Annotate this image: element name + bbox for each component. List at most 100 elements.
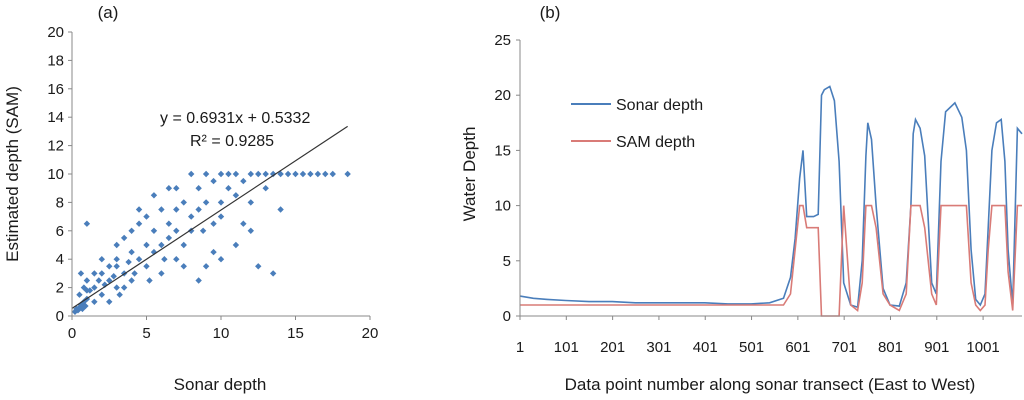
scatter-point	[106, 298, 113, 305]
scatter-point	[195, 206, 202, 213]
scatter-point	[202, 170, 210, 178]
scatter-point	[202, 199, 210, 206]
scatter-point	[82, 302, 89, 310]
scatter-point	[292, 170, 299, 178]
scatter-point	[232, 241, 240, 249]
scatter-point	[158, 206, 165, 213]
y-tick-label: 4	[56, 251, 64, 268]
y-tick-label: 6	[56, 223, 64, 240]
y-tick-label: 15	[494, 142, 511, 159]
scatter-point	[284, 170, 292, 178]
panel-b-label: (b)	[540, 3, 561, 22]
scatter-point	[120, 284, 128, 291]
scatter-point	[173, 227, 180, 234]
series-line-sam-depth	[520, 204, 1022, 317]
scatter-point	[173, 185, 180, 192]
scatter-point	[329, 170, 336, 178]
scatter-point	[158, 241, 165, 249]
scatter-point	[143, 263, 150, 270]
scatter-point	[322, 170, 329, 178]
scatter-point	[307, 170, 314, 178]
scatter-point	[180, 263, 187, 270]
scatter-point	[232, 170, 240, 178]
scatter-point	[77, 270, 85, 277]
scatter-point	[98, 270, 105, 277]
legend-label-sam-depth: SAM depth	[616, 134, 695, 151]
scatter-point	[98, 291, 105, 298]
scatter-point	[247, 227, 254, 234]
scatter-point	[135, 206, 143, 213]
scatter-point	[225, 185, 232, 192]
y-tick-label: 12	[47, 138, 64, 155]
x-tick-label: 5	[142, 325, 150, 342]
scatter-point	[150, 192, 158, 199]
scatter-point	[269, 170, 277, 178]
scatter-point	[150, 227, 158, 234]
scatter-point	[146, 277, 153, 284]
scatter-point	[113, 256, 120, 263]
scatter-point	[210, 177, 217, 185]
y-tick-label: 5	[503, 253, 511, 270]
panel-b-x-axis-title: Data point number along sonar transect (…	[565, 375, 976, 394]
scatter-point	[135, 256, 143, 263]
x-tick-label: 201	[600, 339, 625, 356]
scatter-point	[299, 170, 307, 178]
panel-b-legend: Sonar depth SAM depth	[571, 97, 703, 151]
scatter-point	[262, 170, 269, 178]
series-line-sonar-depth	[519, 85, 1023, 309]
scatter-point	[277, 206, 284, 213]
panel-b-y-ticks: 0 5 10 15 20 25	[494, 32, 520, 325]
panel-a-trendline	[71, 125, 348, 309]
scatter-point	[217, 256, 225, 263]
x-tick-label: 601	[785, 339, 810, 356]
scatter-point	[125, 258, 132, 266]
scatter-point	[195, 185, 202, 192]
x-tick-label: 801	[878, 339, 903, 356]
scatter-point	[247, 199, 254, 206]
scatter-point	[269, 270, 277, 277]
scatter-point	[95, 277, 103, 284]
panel-b-y-axis-title: Water Depth	[460, 127, 479, 222]
x-tick-label: 901	[924, 339, 949, 356]
scatter-point	[188, 170, 195, 178]
scatter-point	[83, 220, 91, 227]
scatter-point	[217, 213, 225, 220]
scatter-point	[83, 287, 91, 294]
x-tick-label: 1001	[966, 339, 999, 356]
scatter-point	[210, 220, 217, 227]
x-tick-label: 701	[832, 339, 857, 356]
scatter-point	[165, 185, 173, 192]
x-tick-label: 10	[213, 325, 230, 342]
panel-b: (b) 1 101 201 301 401 501 601 701 801 901 1001 0 5 1…	[460, 3, 1023, 394]
scatter-point	[344, 170, 351, 178]
scatter-point	[113, 241, 120, 249]
scatter-point	[128, 277, 135, 284]
x-tick-label: 501	[739, 339, 764, 356]
scatter-point	[217, 199, 225, 206]
panel-b-x-ticks: 1 101 201 301 401 501 601 701 801 901 1001	[516, 316, 1000, 356]
scatter-point	[210, 248, 217, 256]
scatter-point	[91, 284, 98, 291]
scatter-point	[277, 170, 284, 178]
x-tick-label: 101	[554, 339, 579, 356]
scatter-point	[180, 241, 187, 249]
y-tick-label: 18	[47, 52, 64, 69]
y-tick-label: 8	[56, 194, 64, 211]
scatter-point	[74, 307, 82, 314]
y-tick-label: 16	[47, 81, 64, 98]
scatter-point	[143, 213, 150, 220]
scatter-point	[110, 273, 117, 280]
scatter-point	[113, 263, 120, 270]
panel-a-x-axis-title: Sonar depth	[174, 375, 267, 394]
scatter-point	[173, 256, 180, 263]
scatter-point	[255, 263, 262, 270]
y-tick-label: 0	[56, 308, 64, 325]
scatter-point	[128, 248, 135, 256]
scatter-point	[180, 199, 187, 206]
scatter-point	[113, 284, 120, 291]
x-tick-label: 20	[362, 325, 379, 342]
scatter-point	[188, 213, 195, 220]
scatter-point	[165, 234, 173, 242]
y-tick-label: 20	[47, 24, 64, 41]
scatter-point	[131, 270, 138, 277]
